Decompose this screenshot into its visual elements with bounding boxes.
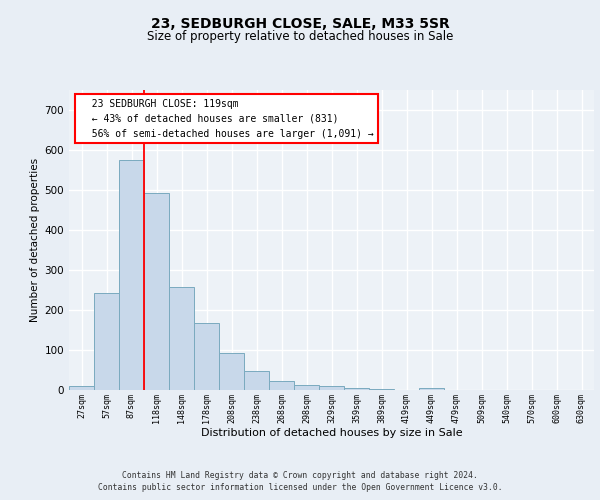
Text: 23, SEDBURGH CLOSE, SALE, M33 5SR: 23, SEDBURGH CLOSE, SALE, M33 5SR [151, 18, 449, 32]
Text: Size of property relative to detached houses in Sale: Size of property relative to detached ho… [147, 30, 453, 43]
Bar [194, 323, 219, 390]
Bar [244, 371, 269, 390]
Bar [144, 193, 169, 390]
Bar [344, 388, 369, 390]
Bar [169, 287, 194, 390]
Bar [219, 353, 244, 390]
Bar [269, 381, 294, 390]
Bar [94, 293, 119, 390]
Bar [69, 386, 94, 390]
Bar [119, 160, 144, 390]
Bar [369, 389, 394, 390]
X-axis label: Distribution of detached houses by size in Sale: Distribution of detached houses by size … [200, 428, 463, 438]
Bar [419, 388, 444, 390]
Bar [319, 386, 344, 390]
Text: Contains HM Land Registry data © Crown copyright and database right 2024.
Contai: Contains HM Land Registry data © Crown c… [98, 471, 502, 492]
Y-axis label: Number of detached properties: Number of detached properties [31, 158, 40, 322]
Text: 23 SEDBURGH CLOSE: 119sqm
  ← 43% of detached houses are smaller (831)
  56% of : 23 SEDBURGH CLOSE: 119sqm ← 43% of detac… [79, 99, 373, 138]
Bar [294, 385, 319, 390]
